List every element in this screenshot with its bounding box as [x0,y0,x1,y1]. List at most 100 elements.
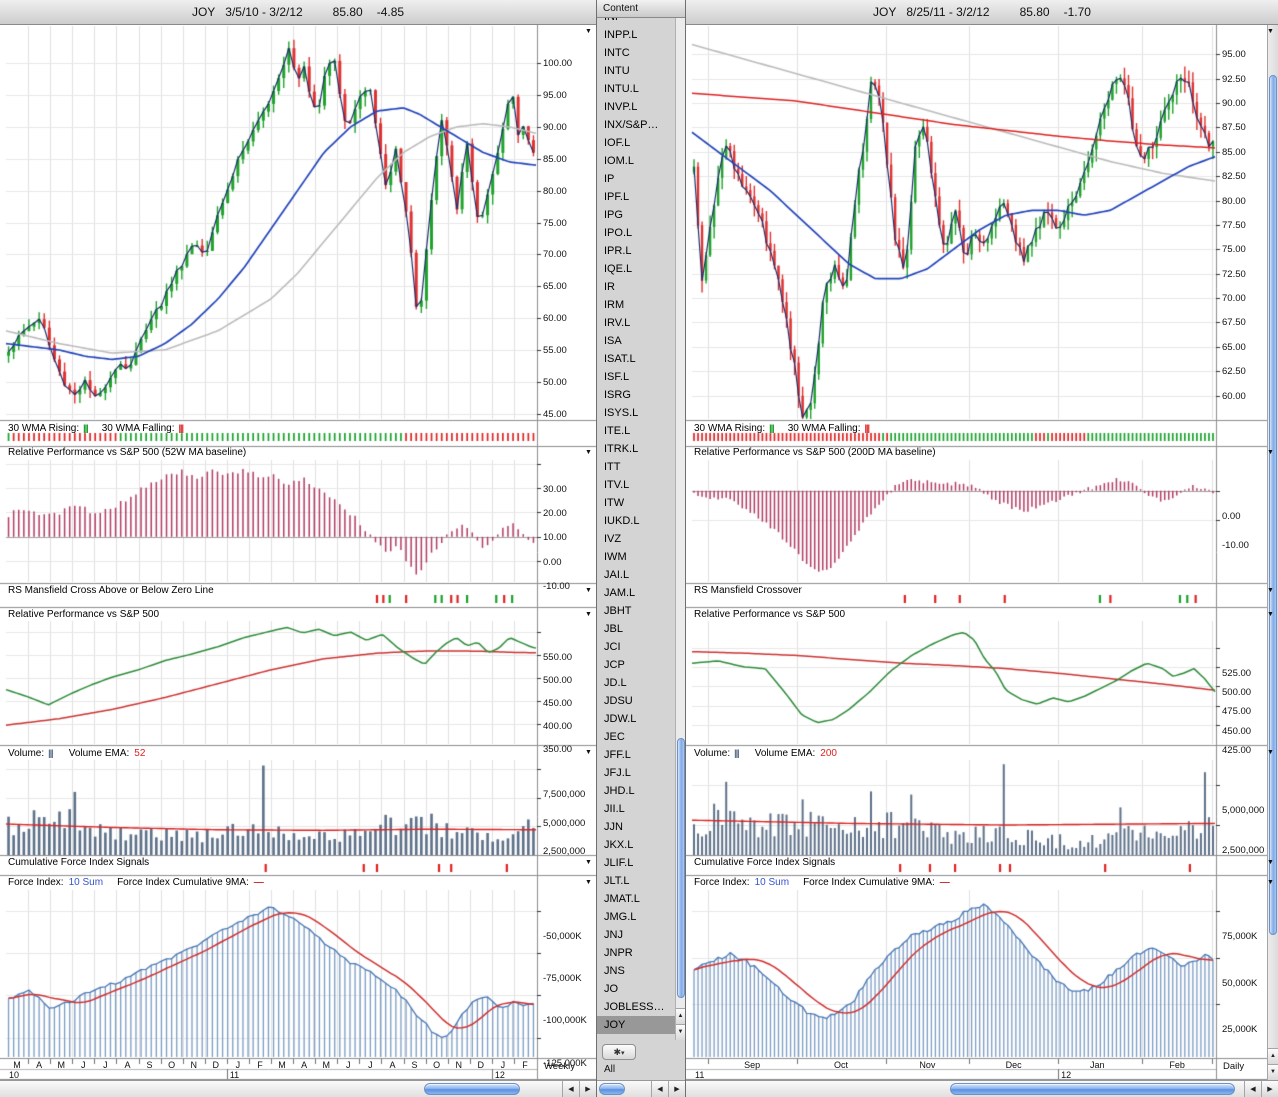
symbol-list-item[interactable]: JEC [597,728,675,746]
scroll-right-button[interactable]: ▶ [668,1081,685,1097]
symbol-list-item[interactable]: IQE.L [597,260,675,278]
symbol-list-item[interactable]: ISYS.L [597,404,675,422]
symbol-list-item[interactable]: JMAT.L [597,890,675,908]
panel-collapse-arrow-icon[interactable]: ▼ [1267,749,1274,756]
scroll-right-button[interactable]: ▶ [1261,1081,1278,1097]
symbol-list-item[interactable]: INTU.L [597,80,675,98]
symbol-list-item[interactable]: ISF.L [597,368,675,386]
horizontal-scrollbar-thumb[interactable] [424,1083,520,1095]
scroll-down-button[interactable]: ▼ [676,1024,685,1040]
scroll-down-button[interactable]: ▼ [1268,1064,1278,1080]
scrollbar-arrows: ◀ ▶ [651,1081,685,1097]
symbol-list-item[interactable]: IOM.L [597,152,675,170]
symbol-list-item[interactable]: JLT.L [597,872,675,890]
symbol-list-item[interactable]: ITE.L [597,422,675,440]
symbol-list-item[interactable]: ISAT.L [597,350,675,368]
panel-collapse-arrow-icon[interactable]: ▼ [585,879,592,886]
panel-collapse-arrow-icon[interactable]: ▼ [1267,859,1274,866]
symbol-list-item[interactable]: JFJ.L [597,764,675,782]
vertical-scrollbar[interactable]: ▲ ▼ [1267,25,1278,1080]
symbol-list-item[interactable]: IPF.L [597,188,675,206]
symbol-list-item[interactable]: IPG [597,206,675,224]
periodicity-label[interactable]: Weekly [544,1061,575,1072]
scroll-left-button[interactable]: ◀ [1244,1081,1261,1097]
symbol-list-item[interactable]: ITRK.L [597,440,675,458]
symbol-list-item[interactable]: ITV.L [597,476,675,494]
scroll-right-button[interactable]: ▶ [579,1081,596,1097]
symbol-list-item[interactable]: JDSU [597,692,675,710]
panel-collapse-arrow-icon[interactable]: ▼ [585,28,592,35]
symbol-list-item[interactable]: JHD.L [597,782,675,800]
horizontal-scrollbar[interactable]: ◀ ▶ [0,1080,596,1097]
symbol-list-item[interactable]: JD.L [597,674,675,692]
symbol-list-item[interactable]: INVP.L [597,98,675,116]
symbol-list-item[interactable]: JKX.L [597,836,675,854]
right-chart-canvas[interactable] [686,25,1278,1080]
symbol-list-item[interactable]: INP [597,18,675,26]
panel-collapse-arrow-icon[interactable]: ▼ [1267,879,1274,886]
symbol-list-item[interactable]: IOF.L [597,134,675,152]
symbol-list-item[interactable]: JBHT [597,602,675,620]
symbol-list-item[interactable]: INPP.L [597,26,675,44]
scroll-up-button[interactable]: ▲ [1268,1048,1278,1064]
symbol-list-item[interactable]: JNPR [597,944,675,962]
symbol-list-item[interactable]: JII.L [597,800,675,818]
symbol-list-item[interactable]: JFF.L [597,746,675,764]
panel-collapse-arrow-icon[interactable]: ▼ [1267,28,1274,35]
panel-collapse-arrow-icon[interactable]: ▼ [1267,449,1274,456]
symbol-list-item[interactable]: JNS [597,962,675,980]
symbol-list-item[interactable]: JOY [597,1016,675,1034]
symbol-list-item[interactable]: IRV.L [597,314,675,332]
panel-collapse-arrow-icon[interactable]: ▼ [585,749,592,756]
symbol-list-item[interactable]: ITT [597,458,675,476]
symbol-list-horizontal-scrollbar[interactable]: ◀ ▶ [597,1080,685,1097]
symbol-list-item[interactable]: IUKD.L [597,512,675,530]
symbol-list-item[interactable]: JOBLESS… [597,998,675,1016]
symbol-list-item[interactable]: JJN [597,818,675,836]
symbol-list-scrollbar-thumb[interactable] [677,738,685,998]
scroll-left-button[interactable]: ◀ [651,1081,668,1097]
panel-collapse-arrow-icon[interactable]: ▼ [585,611,592,618]
symbol-list-item[interactable]: INTC [597,44,675,62]
symbol-list-item[interactable]: JMG.L [597,908,675,926]
symbol-label: JDW.L [604,713,637,725]
symbol-list-item[interactable]: JLIF.L [597,854,675,872]
symbol-list-item[interactable]: ISA [597,332,675,350]
left-chart-canvas[interactable] [0,25,596,1080]
scroll-left-button[interactable]: ◀ [562,1081,579,1097]
symbol-list-item[interactable]: INTU [597,62,675,80]
list-scope-label[interactable]: All [604,1064,616,1075]
symbol-list-item[interactable]: IPO.L [597,224,675,242]
horizontal-scrollbar[interactable]: ◀ ▶ [686,1080,1278,1097]
horizontal-scrollbar-thumb[interactable] [950,1083,1235,1095]
gear-menu-button[interactable]: ✱▾ [602,1044,636,1060]
symbol-list-item[interactable]: IVZ [597,530,675,548]
symbol-list-item[interactable]: JDW.L [597,710,675,728]
symbol-list-scrollbar[interactable]: ▲ ▼ [675,18,685,1040]
symbol-list-item[interactable]: IR [597,278,675,296]
symbol-list-item[interactable]: JNJ [597,926,675,944]
panel-collapse-arrow-icon[interactable]: ▼ [585,859,592,866]
panel-collapse-arrow-icon[interactable]: ▼ [1267,611,1274,618]
periodicity-label[interactable]: Daily [1223,1061,1245,1072]
symbol-list-item[interactable]: IWM [597,548,675,566]
scroll-up-button[interactable]: ▲ [676,1008,685,1024]
symbol-list-item[interactable]: JAI.L [597,566,675,584]
symbol-list-item[interactable]: ITW [597,494,675,512]
panel-collapse-arrow-icon[interactable]: ▼ [585,587,592,594]
symbol-list-item[interactable]: IP [597,170,675,188]
symbol-list-item[interactable]: IPR.L [597,242,675,260]
symbol-list-item[interactable]: ISRG [597,386,675,404]
panel-collapse-arrow-icon[interactable]: ▼ [1267,587,1274,594]
symbol-list-item[interactable]: JO [597,980,675,998]
symbol-list-item[interactable]: IRM [597,296,675,314]
symbol-list-item[interactable]: JAM.L [597,584,675,602]
horizontal-scrollbar-thumb[interactable] [599,1083,625,1095]
symbol-list-header[interactable]: Content [597,0,685,18]
symbol-list-item[interactable]: JBL [597,620,675,638]
symbol-list-item[interactable]: JCI [597,638,675,656]
panel-collapse-arrow-icon[interactable]: ▼ [585,449,592,456]
vertical-scrollbar-thumb[interactable] [1269,75,1277,935]
symbol-list-item[interactable]: INX/S&P… [597,116,675,134]
symbol-list-item[interactable]: JCP [597,656,675,674]
